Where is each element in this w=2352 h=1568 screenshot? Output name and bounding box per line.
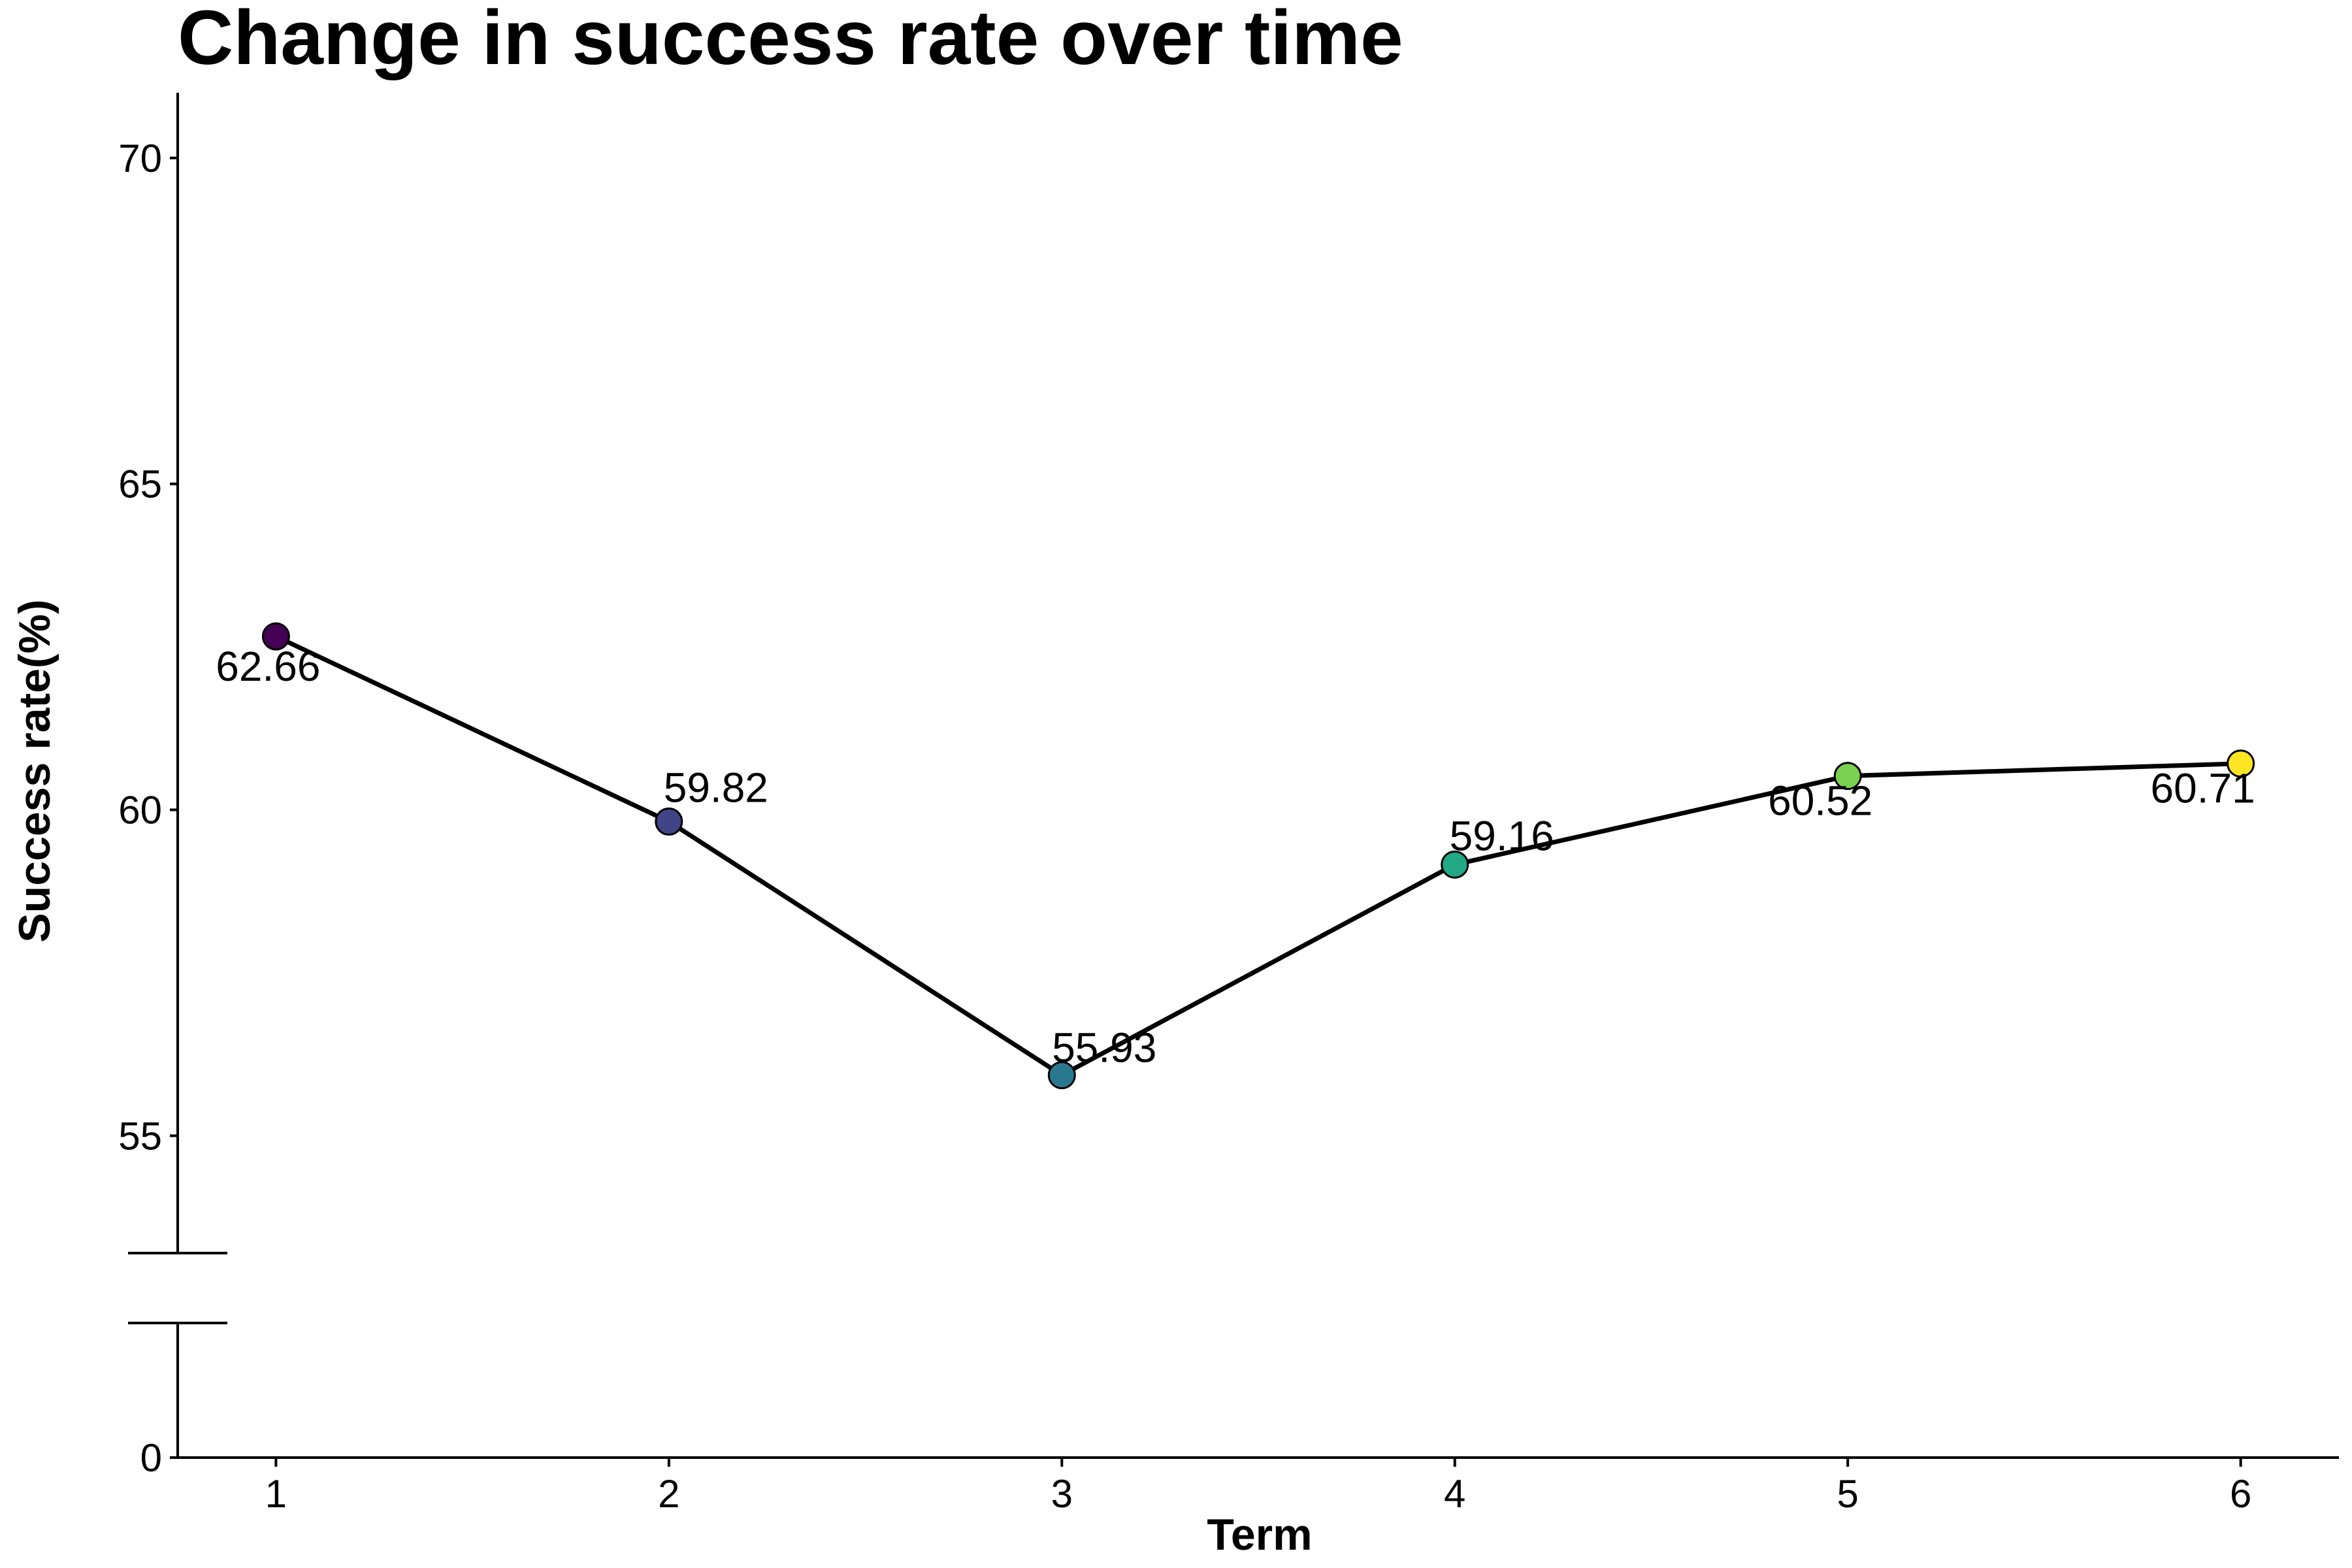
- y-axis-title: Success rate(%): [10, 599, 59, 942]
- x-tick-label: 2: [658, 1472, 679, 1516]
- y-tick-label: 70: [118, 137, 162, 180]
- data-point: [1047, 1061, 1076, 1090]
- data-label: 62.66: [216, 643, 320, 690]
- x-tick-label: 6: [2230, 1472, 2251, 1516]
- data-label: 55.93: [1052, 1024, 1156, 1071]
- y-tick-label: 0: [140, 1436, 162, 1480]
- data-point: [261, 622, 290, 651]
- data-label: 60.52: [1768, 777, 1872, 825]
- x-tick-label: 1: [265, 1472, 287, 1516]
- series-line: [274, 634, 2241, 1078]
- data-point: [2227, 749, 2255, 778]
- ticks: 0 55 60 65 70 1 2 3 4 5 6: [118, 137, 2251, 1516]
- data-label: 60.71: [2151, 765, 2255, 812]
- data-point: [1441, 850, 1469, 879]
- x-tick-label: 5: [1837, 1472, 1858, 1516]
- data-label: 59.82: [664, 764, 768, 811]
- data-point: [1833, 762, 1862, 791]
- x-tick-label: 3: [1051, 1472, 1073, 1516]
- y-tick-label: 65: [118, 463, 162, 506]
- y-tick-label: 55: [118, 1114, 162, 1158]
- data-point: [655, 807, 683, 836]
- y-tick-label: 60: [118, 789, 162, 832]
- data-label: 59.16: [1450, 812, 1554, 859]
- series: [261, 622, 2255, 1090]
- axes: [128, 93, 2339, 1459]
- x-axis-title: Term: [1207, 1510, 1312, 1560]
- data-labels: 62.66 59.82 55.93 59.16 60.52 60.71: [216, 643, 2255, 1071]
- x-tick-label: 4: [1444, 1472, 1465, 1516]
- chart-title: Change in success rate over time: [178, 0, 1403, 81]
